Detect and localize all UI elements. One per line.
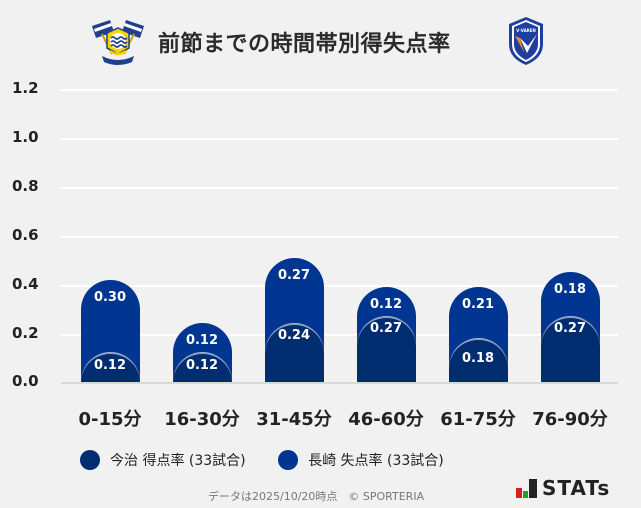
bar-value-label: 0.12: [369, 296, 403, 312]
stacked-bar: 0.18 0.27: [540, 272, 600, 382]
grid-line: [61, 236, 618, 238]
stacked-bar: 0.21 0.18: [448, 286, 508, 382]
grid-line: [61, 138, 618, 140]
legend-item-nagasaki-conceding: 長崎 失点率 (33試合): [278, 450, 444, 470]
legend-dot-icon: [80, 450, 100, 470]
imabari-crest-icon: [92, 20, 144, 65]
bar-value-label: 0.12: [185, 333, 219, 349]
bar-value-label: 0.12: [93, 357, 127, 373]
stats-brand-logo: STATs: [516, 476, 610, 500]
bar-value-label: 0.27: [369, 321, 403, 337]
legend-label: 長崎 失点率 (33試合): [308, 453, 444, 469]
grid-line: [61, 89, 618, 91]
stats-bars-icon: [516, 479, 537, 498]
grid-line: [61, 334, 618, 336]
x-tick-label: 0-15分: [78, 409, 142, 430]
stacked-bar: 0.12 0.27: [356, 286, 416, 382]
bar-segment-imabari-scoring: [540, 316, 600, 382]
bar-value-label: 0.18: [461, 351, 495, 367]
bar-value-label: 0.30: [93, 289, 127, 305]
y-tick-label: 0.6: [12, 226, 39, 244]
bar-value-label: 0.21: [461, 296, 495, 312]
x-tick-label: 76-90分: [532, 409, 608, 430]
y-tick-label: 0.8: [12, 177, 39, 195]
y-tick-label: 0.4: [12, 275, 39, 293]
y-tick-label: 1.2: [12, 79, 39, 97]
y-tick-label: 0.0: [12, 372, 39, 390]
bar-value-label: 0.27: [277, 267, 311, 283]
x-tick-label: 61-75分: [440, 409, 516, 430]
stacked-bar: 0.30 0.12: [80, 279, 140, 382]
x-tick-label: 16-30分: [164, 409, 240, 430]
legend: 今治 得点率 (33試合) 長崎 失点率 (33試合): [80, 450, 472, 474]
y-tick-label: 0.2: [12, 324, 39, 342]
v-varen-nagasaki-crest-icon: V·VAREN: [509, 17, 543, 65]
bar-value-label: 0.18: [553, 282, 587, 298]
bar-segment-imabari-scoring: [448, 338, 508, 382]
x-tick-label: 46-60分: [348, 409, 424, 430]
x-axis-baseline: [61, 382, 618, 384]
data-source-note: データは2025/10/20時点 © SPORTERIA: [208, 490, 425, 503]
bar-value-label: 0.24: [277, 328, 311, 344]
bar-segment-imabari-scoring: [264, 323, 324, 382]
y-tick-label: 1.0: [12, 128, 39, 146]
legend-label: 今治 得点率 (33試合): [110, 453, 246, 469]
legend-item-imabari-scoring: 今治 得点率 (33試合): [80, 450, 246, 470]
bar-value-label: 0.27: [553, 321, 587, 337]
grid-line: [61, 187, 618, 189]
grid-line: [61, 285, 618, 287]
bar-value-label: 0.12: [185, 357, 219, 373]
legend-dot-icon: [278, 450, 299, 470]
stats-brand-text: STATs: [542, 476, 611, 500]
bar-segment-imabari-scoring: [356, 316, 416, 382]
x-tick-label: 31-45分: [256, 409, 332, 430]
chart-header: 前節までの時間帯別得失点率 V·VAREN: [0, 14, 641, 72]
svg-text:V·VAREN: V·VAREN: [516, 28, 536, 33]
chart-title: 前節までの時間帯別得失点率: [158, 32, 451, 57]
stacked-bar: 0.27 0.24: [264, 257, 324, 382]
stacked-bar: 0.12 0.12: [172, 323, 232, 382]
